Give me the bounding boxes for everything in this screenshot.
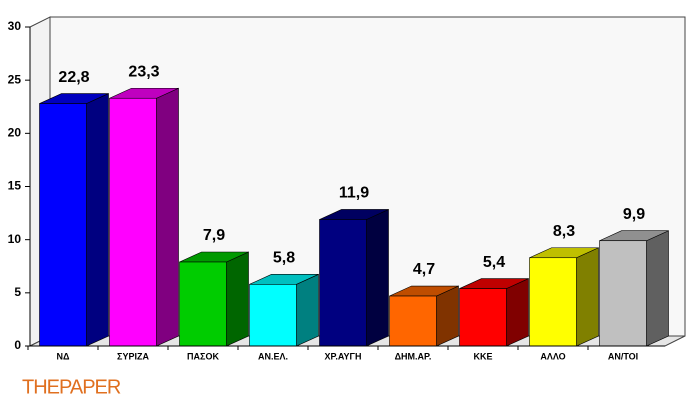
bar (39, 103, 87, 347)
bar (599, 240, 647, 347)
value-label: 23,3 (128, 63, 159, 80)
value-label: 22,8 (58, 69, 89, 86)
x-tick-label: ΔΗΜ.ΑΡ. (395, 351, 432, 361)
bar (249, 284, 297, 347)
y-tick-label: 10 (8, 232, 22, 246)
y-tick-label: 5 (14, 285, 21, 299)
x-tick-label: ΑΝ.ΕΛ. (258, 351, 288, 361)
logo: THEPAPER (22, 376, 121, 398)
x-tick-label: ΝΔ (57, 351, 70, 361)
x-tick-label: ΠΑΣΟΚ (187, 351, 219, 361)
bar-side (156, 87, 179, 347)
bar-side (86, 93, 109, 347)
x-tick-label: ΚΚΕ (473, 351, 492, 361)
y-tick-label: 25 (8, 72, 22, 86)
x-tick-label: ΧΡ.ΑΥΓΗ (325, 351, 362, 361)
y-tick-label: 30 (8, 19, 22, 33)
bar-side (646, 230, 669, 347)
value-label: 7,9 (203, 227, 225, 244)
y-tick-label: 0 (14, 338, 21, 352)
value-label: 5,4 (483, 254, 505, 271)
bar-side (226, 251, 249, 347)
x-tick-label: ΑΛΛΟ (540, 351, 565, 361)
y-tick-label: 20 (8, 126, 22, 140)
bar (179, 261, 227, 347)
y-tick-label: 15 (8, 179, 22, 193)
bar (529, 257, 577, 347)
bar-side (436, 285, 459, 347)
bar-side (576, 247, 599, 347)
value-label: 9,9 (623, 206, 645, 223)
bar (389, 295, 437, 347)
bar (109, 97, 157, 347)
x-tick-label: ΣΥΡΙΖΑ (117, 351, 149, 361)
value-label: 11,9 (339, 185, 369, 202)
bar (319, 219, 367, 347)
x-tick-label: ΑΝ/ΤΟΙ (608, 351, 638, 361)
value-label: 5,8 (273, 250, 295, 267)
bar-side (296, 273, 319, 347)
bar (459, 288, 507, 347)
value-label: 4,7 (413, 261, 435, 278)
value-label: 8,3 (553, 223, 575, 240)
bar-side (506, 278, 529, 347)
bar-side (366, 208, 389, 347)
